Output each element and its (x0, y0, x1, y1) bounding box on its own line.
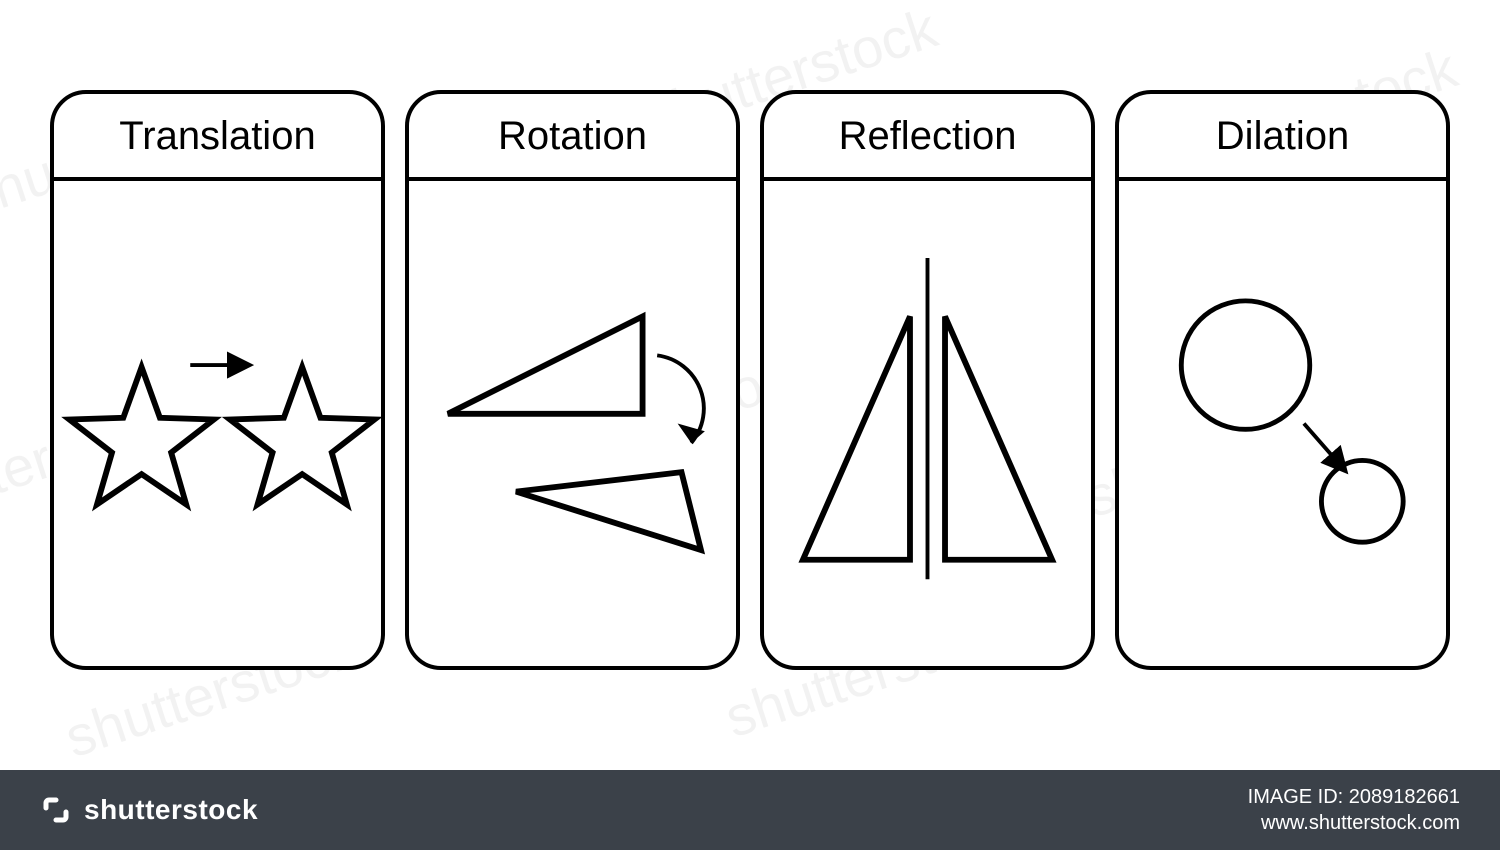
star-icon (230, 367, 374, 504)
footer-brand-text: shutterstock (84, 794, 258, 826)
star-icon (69, 367, 213, 504)
card-body-dilation (1119, 181, 1446, 666)
card-dilation: Dilation (1115, 90, 1450, 670)
card-body-translation (54, 181, 381, 666)
dilation-diagram (1119, 181, 1446, 666)
card-reflection: Reflection (760, 90, 1095, 670)
footer-bar: shutterstock IMAGE ID: 2089182661 www.sh… (0, 770, 1500, 850)
reflection-diagram (764, 181, 1091, 666)
card-title-reflection: Reflection (764, 94, 1091, 181)
circle-shape (1321, 460, 1403, 542)
card-row: Translation Rotation (50, 90, 1450, 670)
rotation-diagram (409, 181, 736, 666)
card-translation: Translation (50, 90, 385, 670)
footer-meta: IMAGE ID: 2089182661 www.shutterstock.co… (1248, 784, 1460, 836)
card-body-reflection (764, 181, 1091, 666)
shutterstock-logo-icon (40, 794, 72, 826)
footer-brand: shutterstock (40, 794, 258, 826)
card-title-dilation: Dilation (1119, 94, 1446, 181)
triangle-shape (448, 316, 643, 413)
card-rotation: Rotation (405, 90, 740, 670)
footer-site: www.shutterstock.com (1248, 810, 1460, 836)
triangle-shape (516, 472, 701, 550)
card-body-rotation (409, 181, 736, 666)
card-title-translation: Translation (54, 94, 381, 181)
circle-shape (1181, 301, 1309, 429)
card-title-rotation: Rotation (409, 94, 736, 181)
translation-diagram (54, 181, 381, 666)
triangle-shape (945, 316, 1052, 559)
triangle-shape (803, 316, 910, 559)
arrow-icon (1304, 424, 1345, 471)
footer-image-id: IMAGE ID: 2089182661 (1248, 784, 1460, 810)
